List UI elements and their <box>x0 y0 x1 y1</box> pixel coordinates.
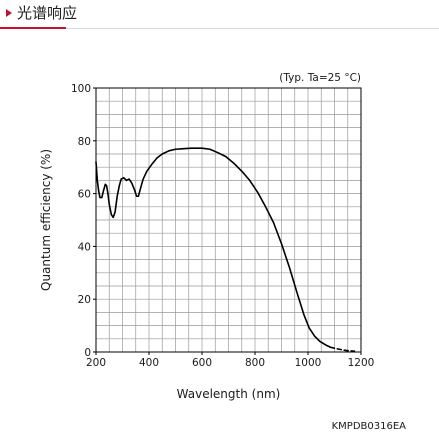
axis-ticks: 200 400 600 800 1000 1200 0 20 40 60 80 100 <box>71 83 374 369</box>
section-divider-accent <box>0 27 66 29</box>
y-axis-label: Quantum efficiency (%) <box>39 149 53 291</box>
x-tick-label: 200 <box>86 357 106 369</box>
x-tick-label: 1000 <box>295 357 322 369</box>
x-tick-label: 600 <box>192 357 212 369</box>
section-title: 光谱响应 <box>17 4 78 22</box>
section-marker-icon <box>6 9 12 17</box>
x-axis-label: Wavelength (nm) <box>177 387 281 401</box>
qe-curve-extrapolated <box>329 346 356 353</box>
figure-code: KMPDB0316EA <box>332 421 407 432</box>
y-tick-label: 100 <box>71 83 91 95</box>
condition-note: (Typ. Ta=25 °C) <box>279 72 361 84</box>
x-tick-label: 800 <box>245 357 265 369</box>
y-tick-label: 60 <box>78 189 91 201</box>
y-tick-label: 0 <box>84 347 91 359</box>
y-tick-label: 80 <box>78 136 91 148</box>
plot-area-frame <box>95 87 362 353</box>
section-divider <box>0 28 439 29</box>
section-header: 光谱响应 <box>0 0 439 30</box>
qe-curve <box>95 147 332 349</box>
y-tick-label: 20 <box>78 294 91 306</box>
chart-series <box>95 147 356 353</box>
x-tick-label: 400 <box>139 357 159 369</box>
y-tick-label: 40 <box>78 241 91 253</box>
chart-grid <box>95 87 362 353</box>
x-tick-label: 1200 <box>348 357 375 369</box>
